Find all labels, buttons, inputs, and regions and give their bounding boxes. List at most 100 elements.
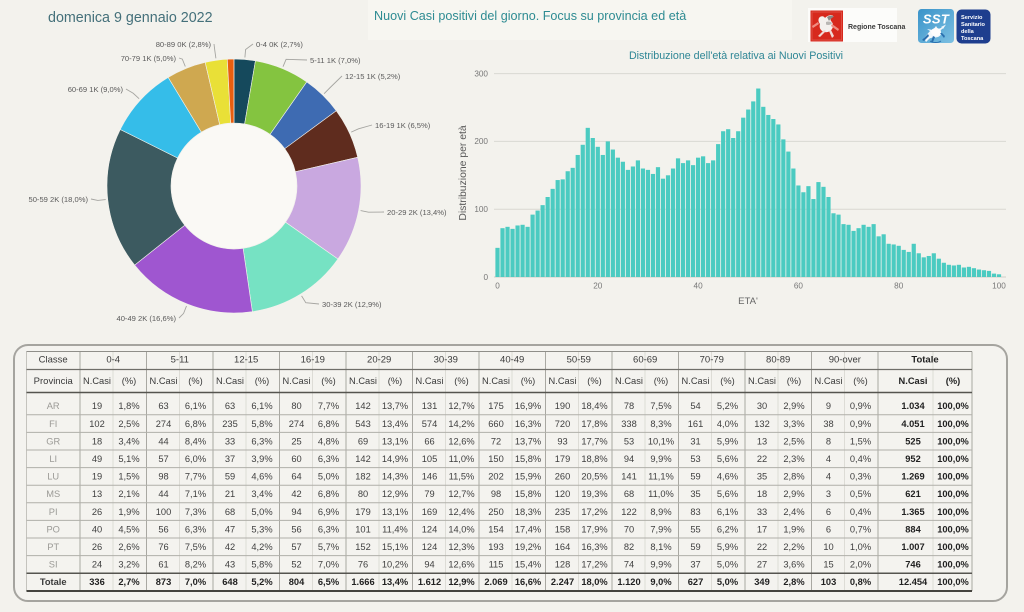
svg-text:49: 49 (92, 454, 102, 464)
svg-text:6,1%: 6,1% (185, 401, 206, 411)
svg-text:0,4%: 0,4% (850, 454, 871, 464)
svg-text:0,7%: 0,7% (850, 524, 871, 534)
svg-text:10: 10 (823, 542, 833, 552)
svg-text:FI: FI (49, 419, 57, 429)
svg-text:2,8%: 2,8% (783, 577, 805, 587)
svg-text:17,7%: 17,7% (581, 436, 607, 446)
svg-text:25: 25 (291, 436, 301, 446)
svg-text:660: 660 (488, 419, 504, 429)
svg-text:6,3%: 6,3% (318, 524, 339, 534)
svg-text:18: 18 (92, 436, 102, 446)
svg-text:200: 200 (474, 137, 488, 146)
svg-text:76: 76 (158, 542, 168, 552)
svg-text:47: 47 (225, 524, 235, 534)
svg-text:100,0%: 100,0% (937, 577, 969, 587)
svg-text:31: 31 (690, 436, 700, 446)
svg-text:13,1%: 13,1% (382, 507, 408, 517)
svg-text:5,0%: 5,0% (717, 577, 739, 587)
svg-text:59: 59 (690, 472, 700, 482)
svg-text:14,3%: 14,3% (382, 472, 408, 482)
svg-text:2.069: 2.069 (484, 577, 507, 587)
svg-text:N.Casi: N.Casi (150, 376, 178, 386)
svg-text:6,8%: 6,8% (185, 419, 206, 429)
svg-text:6,3%: 6,3% (318, 454, 339, 464)
svg-text:5-11 1K (7,0%): 5-11 1K (7,0%) (310, 56, 361, 65)
svg-text:78: 78 (624, 401, 634, 411)
svg-text:574: 574 (422, 419, 438, 429)
svg-text:1,9%: 1,9% (118, 507, 139, 517)
svg-text:6,9%: 6,9% (318, 507, 339, 517)
svg-text:4,5%: 4,5% (118, 524, 139, 534)
svg-text:1.269: 1.269 (901, 472, 924, 482)
svg-text:18,3%: 18,3% (515, 507, 541, 517)
svg-text:83: 83 (690, 507, 700, 517)
svg-text:(%): (%) (454, 376, 468, 386)
svg-text:15,9%: 15,9% (515, 472, 541, 482)
svg-text:525: 525 (905, 436, 921, 446)
svg-text:10,2%: 10,2% (382, 560, 408, 570)
svg-text:6,3%: 6,3% (251, 436, 272, 446)
svg-text:27: 27 (757, 560, 767, 570)
svg-text:(%): (%) (388, 376, 402, 386)
svg-text:59: 59 (225, 472, 235, 482)
svg-text:26: 26 (92, 507, 102, 517)
svg-text:12.454: 12.454 (899, 577, 928, 587)
svg-text:6,1%: 6,1% (251, 401, 272, 411)
svg-text:Distribuzione per età: Distribuzione per età (458, 125, 469, 221)
svg-text:80: 80 (358, 489, 368, 499)
svg-text:33: 33 (225, 436, 235, 446)
svg-text:13: 13 (757, 436, 767, 446)
svg-text:17,2%: 17,2% (581, 560, 607, 570)
svg-text:MS: MS (46, 489, 60, 499)
svg-text:120: 120 (555, 489, 571, 499)
svg-text:19: 19 (92, 401, 102, 411)
svg-text:12-15: 12-15 (234, 355, 258, 366)
svg-text:15,8%: 15,8% (515, 454, 541, 464)
svg-text:(%): (%) (720, 376, 734, 386)
svg-text:101: 101 (355, 524, 371, 534)
svg-text:720: 720 (555, 419, 571, 429)
svg-text:70-79 1K (5,0%): 70-79 1K (5,0%) (121, 54, 177, 63)
svg-text:18,8%: 18,8% (581, 454, 607, 464)
svg-text:42: 42 (225, 542, 235, 552)
svg-text:79: 79 (424, 489, 434, 499)
svg-text:2,9%: 2,9% (783, 401, 804, 411)
svg-text:16,6%: 16,6% (515, 577, 542, 587)
svg-text:2,8%: 2,8% (783, 472, 804, 482)
svg-text:15,1%: 15,1% (382, 542, 408, 552)
svg-text:GR: GR (46, 436, 60, 446)
svg-text:PT: PT (47, 542, 59, 552)
svg-text:N.Casi: N.Casi (899, 376, 928, 386)
svg-text:33: 33 (757, 507, 767, 517)
svg-text:35: 35 (757, 472, 767, 482)
svg-text:7,5%: 7,5% (185, 542, 206, 552)
svg-text:150: 150 (488, 454, 504, 464)
svg-text:56: 56 (158, 524, 168, 534)
svg-text:94: 94 (291, 507, 301, 517)
svg-text:20-29: 20-29 (367, 355, 391, 366)
svg-text:300: 300 (474, 69, 488, 78)
svg-text:5,0%: 5,0% (251, 507, 272, 517)
svg-text:60: 60 (794, 282, 804, 291)
svg-text:8,9%: 8,9% (650, 507, 671, 517)
svg-text:40-49 2K (16,6%): 40-49 2K (16,6%) (116, 314, 176, 323)
svg-text:2,2%: 2,2% (783, 542, 804, 552)
svg-text:38: 38 (823, 419, 833, 429)
svg-text:20,5%: 20,5% (581, 472, 607, 482)
svg-text:80: 80 (291, 401, 301, 411)
svg-text:60-69: 60-69 (633, 355, 657, 366)
svg-text:16-19 1K (6,5%): 16-19 1K (6,5%) (375, 121, 431, 130)
svg-text:12,3%: 12,3% (448, 542, 474, 552)
svg-text:(%): (%) (587, 376, 601, 386)
svg-text:12-15 1K (5,2%): 12-15 1K (5,2%) (345, 72, 401, 81)
svg-text:13,4%: 13,4% (382, 419, 408, 429)
svg-text:142: 142 (355, 401, 371, 411)
svg-text:Regione Toscana: Regione Toscana (848, 24, 906, 31)
svg-text:1.365: 1.365 (901, 507, 924, 517)
svg-text:746: 746 (905, 560, 921, 570)
svg-text:9,0%: 9,0% (650, 577, 672, 587)
svg-text:60-69 1K (9,0%): 60-69 1K (9,0%) (68, 85, 124, 94)
svg-text:5,3%: 5,3% (251, 524, 272, 534)
svg-text:14,2%: 14,2% (448, 419, 474, 429)
svg-text:12,7%: 12,7% (448, 489, 474, 499)
